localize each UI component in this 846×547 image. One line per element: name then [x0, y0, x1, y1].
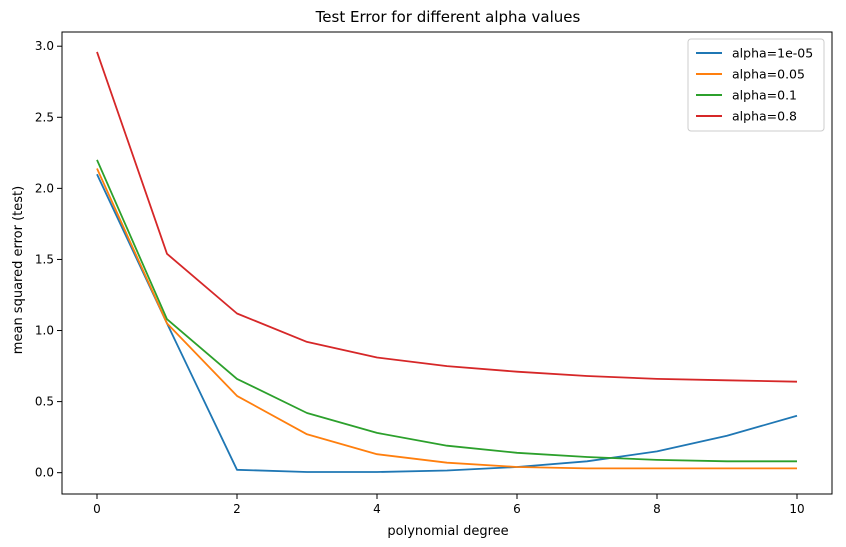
chart-title: Test Error for different alpha values [315, 8, 581, 26]
legend-label: alpha=1e-05 [732, 46, 813, 61]
series-line [96, 168, 797, 470]
x-axis-label: polynomial degree [387, 524, 508, 539]
legend: alpha=1e-05 alpha=0.05 alpha=0.1 alpha=0.8 [687, 38, 825, 132]
y-axis-label: mean squared error (test) [11, 186, 26, 354]
y-tick-label: 2.5 [35, 110, 54, 124]
x-tick-label: 4 [373, 502, 381, 516]
y-tick-label: 0.0 [35, 466, 54, 480]
y-tick-label: 3.0 [35, 39, 54, 53]
x-tick-label: 2 [233, 502, 241, 516]
x-tick-label: 10 [789, 502, 804, 516]
series-line [96, 173, 798, 473]
series-lines [96, 51, 798, 473]
legend-label: alpha=0.1 [732, 88, 797, 103]
x-tick-label: 0 [93, 502, 101, 516]
legend-box [687, 38, 825, 132]
series-line [96, 159, 797, 463]
plot-frame [61, 31, 833, 495]
y-tick-label: 1.0 [35, 324, 54, 338]
x-tick-label: 6 [513, 502, 521, 516]
y-axis: 0.0 0.5 1.0 1.5 2.0 2.5 3.0 [35, 39, 62, 480]
y-tick-label: 1.5 [35, 252, 54, 266]
legend-label: alpha=0.8 [732, 109, 797, 124]
y-tick-label: 0.5 [35, 395, 54, 409]
legend-label: alpha=0.05 [732, 67, 805, 82]
x-tick-label: 8 [653, 502, 661, 516]
series-line [96, 51, 798, 383]
y-tick-label: 2.0 [35, 181, 54, 195]
x-axis: 0 2 4 6 8 10 [93, 494, 805, 516]
